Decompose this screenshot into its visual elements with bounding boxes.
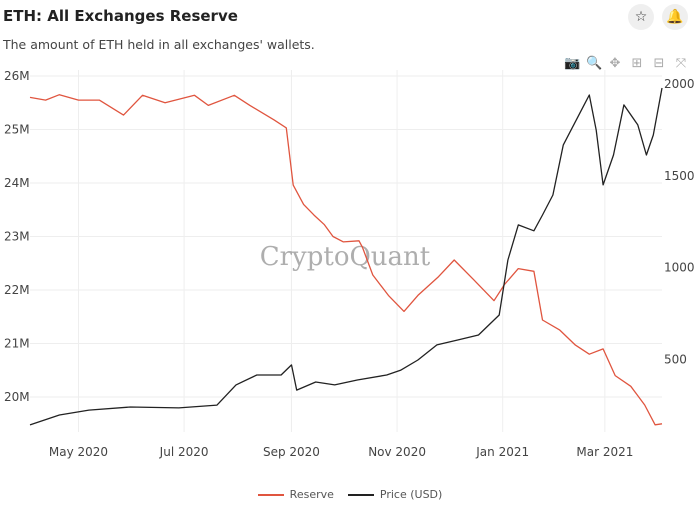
chart-toolbar: 📷 🔍 ✥ ⊞ ⊟ ⤧ <box>564 56 688 71</box>
x-tick-label: May 2020 <box>49 445 108 459</box>
y-left-tick-label: 21M <box>4 337 30 351</box>
y-right-tick-label: 2000 <box>664 77 695 91</box>
y-left-tick-label: 25M <box>4 123 30 137</box>
y-left-tick-label: 23M <box>4 230 30 244</box>
zoom-in-icon[interactable]: ⊞ <box>631 56 643 71</box>
watermark-logo: CryptoQuant <box>260 242 431 272</box>
pan-icon[interactable]: ✥ <box>609 56 621 71</box>
bell-icon[interactable]: 🔔 <box>662 4 688 30</box>
legend-item-reserve[interactable]: Reserve <box>257 488 334 501</box>
legend-item-price[interactable]: Price (USD) <box>347 488 443 501</box>
zoom-out-icon[interactable]: ⊟ <box>653 56 665 71</box>
legend: Reserve Price (USD) <box>0 488 700 501</box>
autoscale-icon[interactable]: ⤧ <box>675 56 687 71</box>
price-swatch <box>347 494 374 496</box>
star-icon[interactable]: ☆ <box>628 4 654 30</box>
legend-label: Reserve <box>289 488 334 501</box>
reserve-swatch <box>257 494 284 496</box>
x-tick-label: Jan 2021 <box>475 445 529 459</box>
y-right-tick-label: 1500 <box>664 169 695 183</box>
zoom-icon[interactable]: 🔍 <box>586 56 603 71</box>
legend-label: Price (USD) <box>379 488 443 501</box>
camera-icon[interactable]: 📷 <box>564 56 581 71</box>
y-right-tick-label: 1000 <box>664 261 695 275</box>
x-tick-label: Mar 2021 <box>576 445 633 459</box>
y-left-tick-label: 22M <box>4 283 30 297</box>
page-title: ETH: All Exchanges Reserve <box>3 7 238 25</box>
reserve-line <box>29 94 663 426</box>
y-left-tick-label: 20M <box>4 390 30 404</box>
y-left-tick-label: 24M <box>4 176 30 190</box>
x-tick-label: Jul 2020 <box>159 445 209 459</box>
y-right-tick-label: 500 <box>664 352 687 366</box>
x-tick-label: Nov 2020 <box>368 445 426 459</box>
y-left-tick-label: 26M <box>4 69 30 83</box>
x-tick-label: Sep 2020 <box>263 445 320 459</box>
price-line <box>29 87 663 426</box>
page-subtitle: The amount of ETH held in all exchanges'… <box>3 37 315 52</box>
